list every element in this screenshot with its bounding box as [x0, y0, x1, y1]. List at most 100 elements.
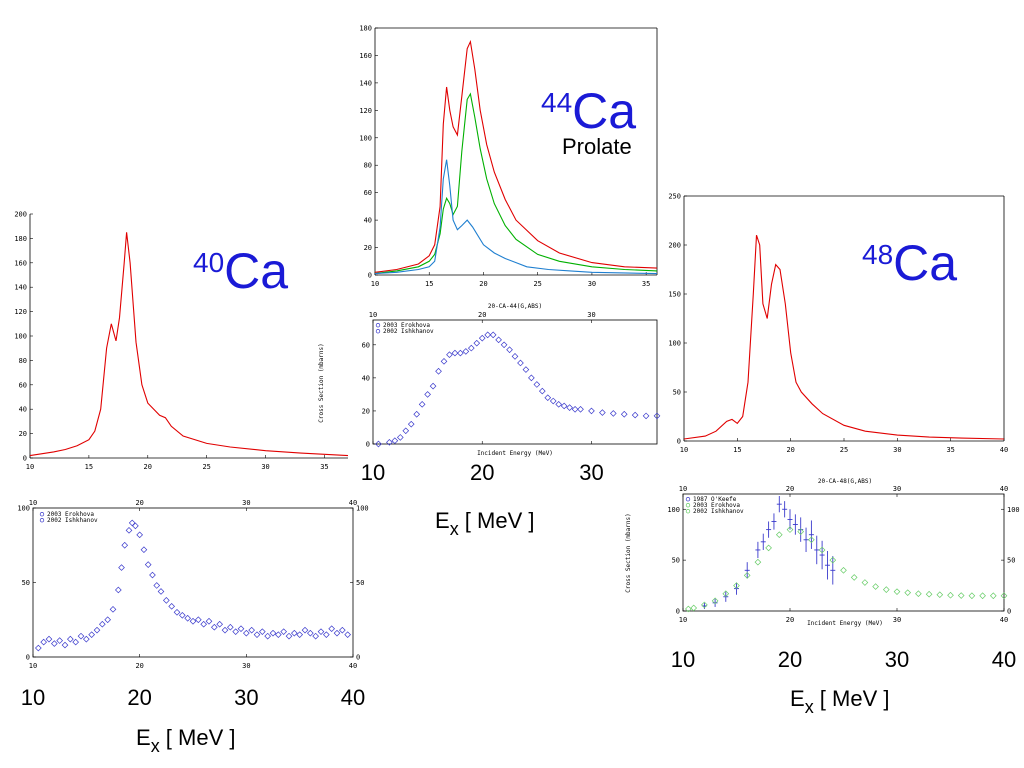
ca44-exp-point	[560, 402, 568, 410]
ca44-exp-big-tick-label: 10	[361, 460, 385, 485]
ca40-theory-ytick-label: 40	[19, 406, 27, 414]
ca48-theory-series-red	[683, 235, 1005, 440]
ca48-exp-point	[840, 566, 847, 574]
ca44-exp-point	[473, 339, 481, 347]
ca40-exp-ytick-label-right: 50	[356, 579, 364, 587]
ca44-exp-point	[506, 346, 513, 354]
ca40-exp-legend-marker	[39, 512, 45, 517]
ca44-exp-point	[620, 410, 628, 418]
ca44-exp-ytick-label: 60	[362, 341, 370, 349]
ca40-theory-ytick-label: 120	[14, 308, 27, 316]
ca40-exp-point	[339, 626, 346, 634]
ca44-exp-xtick-label-top: 10	[369, 311, 377, 319]
ca44-theory-xtick-label: 20	[479, 280, 487, 288]
ca40-exp-point	[128, 519, 136, 527]
ca48-exp-point	[743, 572, 751, 579]
ca44-theory-ytick-label: 100	[359, 134, 372, 142]
ca48-exp-xlabel: Incident Energy (MeV)	[807, 620, 883, 627]
ca40-exp-point	[136, 531, 143, 539]
ca44-exp-point	[522, 366, 530, 373]
ca48-exp-big-tick-label: 40	[992, 647, 1016, 672]
ca40-exp-point	[253, 631, 261, 638]
ca44-exp-ytick-label: 0	[366, 441, 370, 449]
ca44-ex-label: Ex [ MeV ]	[435, 508, 534, 539]
ca40-theory-ytick-label: 20	[19, 430, 27, 438]
ca48-exp-legend-marker	[685, 497, 691, 502]
ca40-theory-xtick-label: 10	[26, 463, 34, 471]
ca44-theory-xtick-label: 10	[371, 280, 379, 288]
ca44-exp-point	[653, 412, 661, 420]
ca40-theory-ytick-label: 100	[14, 333, 27, 341]
ca44-exp-plot: 0 20 40 60 10 20 30 20-CA-44(G,ABS) Incident Ene…	[318, 303, 661, 457]
ca44-mass: 44	[541, 87, 572, 118]
ca40-exp-point	[221, 626, 229, 634]
ca48-exp-point	[733, 582, 740, 589]
ca48-exp-title: 20-CA-48(G,ABS)	[818, 478, 872, 485]
ca40-exp-point	[237, 625, 245, 633]
ca40-exp-point	[328, 625, 335, 633]
ca48-exp-point	[711, 597, 719, 605]
ca40-theory-ytick-label: 80	[19, 357, 27, 365]
ca48-exp-xtick-label: 40	[1000, 616, 1008, 624]
ca44-exp-point	[478, 334, 486, 342]
ca44-theory-plot: 0 20 40 60 80 100 120 140 160 180 10 15 20 25 30 35	[359, 25, 658, 288]
ca44-exp-point	[538, 387, 546, 395]
ca44-exp-big-tick-label: 20	[470, 460, 494, 485]
ca40-exp-point	[227, 623, 234, 631]
ca40-exp-point	[312, 632, 319, 640]
ca48-exp-point	[936, 591, 944, 599]
ca40-exp-point	[140, 546, 148, 554]
ca40-exp-point	[149, 571, 156, 579]
ca48-exp-xtick-label-top: 30	[893, 485, 901, 493]
ca40-exp-xtick-label-top: 10	[29, 499, 37, 507]
ca40-theory-xtick-label: 25	[202, 463, 210, 471]
ca40-exp-ytick-label: 100	[17, 505, 30, 513]
ca48-exp-frame	[682, 493, 1005, 612]
ca40-exp-point	[333, 629, 341, 637]
ca40-exp-point	[109, 605, 117, 613]
ca40-theory-ytick-label: 180	[14, 235, 27, 243]
ca44-theory-ytick-label: 140	[359, 79, 372, 87]
ca40-exp-point	[291, 629, 298, 637]
ca44-theory-ytick-label: 40	[364, 217, 372, 225]
ca48-exp-ytick-label-right: 50	[1007, 557, 1015, 565]
ca48-exp-xtick-label: 10	[679, 616, 687, 624]
ca40-exp-point	[83, 635, 90, 643]
ca48-exp-point	[957, 592, 965, 599]
ca40-exp-point	[317, 628, 325, 635]
ca44-exp-point	[642, 412, 650, 420]
ca44-theory-xtick-label: 25	[533, 280, 541, 288]
ca40-exp-point	[35, 644, 42, 652]
ca44-shape: Prolate	[562, 134, 632, 159]
ca48-theory-xtick-label: 25	[840, 446, 848, 454]
ca44-exp-point	[549, 397, 557, 405]
ca48-big-xticks: 10 20 30 40	[671, 647, 1016, 672]
ca40-theory-ytick-label: 160	[14, 259, 27, 267]
ca40-exp-point	[104, 616, 111, 624]
ca44-exp-point	[440, 358, 448, 365]
ca40-theory-xtick-label: 20	[144, 463, 152, 471]
ca48-theory-xtick-label: 35	[946, 446, 954, 454]
ca44-exp-ytick-label: 20	[362, 407, 370, 415]
ca48-exp-big-tick-label: 10	[671, 647, 695, 672]
ca44-exp-point	[435, 367, 442, 375]
ca48-exp-point	[829, 556, 837, 564]
ca40-exp-point	[144, 561, 152, 568]
ca40-theory-xtick-label: 15	[85, 463, 93, 471]
ca40-exp-point	[195, 616, 202, 624]
ca40-exp-xtick-label-top: 20	[135, 499, 143, 507]
ca48-exp-ytick-label: 50	[672, 557, 680, 565]
ca40-exp-point	[269, 629, 277, 637]
ca44-exp-point	[609, 410, 617, 417]
ca44-exp-point	[500, 341, 508, 349]
ca40-exp-point	[173, 608, 181, 616]
ca44-exp-point	[462, 348, 470, 355]
ca44-exp-legend-marker	[375, 323, 381, 328]
ca48-exp-ytick-label-right: 100	[1007, 506, 1020, 514]
ca48-theory-xtick-label: 20	[786, 446, 794, 454]
ca48-exp-point	[904, 589, 912, 597]
ca44-theory-ytick-label: 0	[368, 272, 372, 280]
ca40-exp-point	[115, 586, 122, 594]
ca44-exp-point	[424, 391, 431, 398]
ca40-theory-ytick-label: 200	[14, 211, 27, 219]
